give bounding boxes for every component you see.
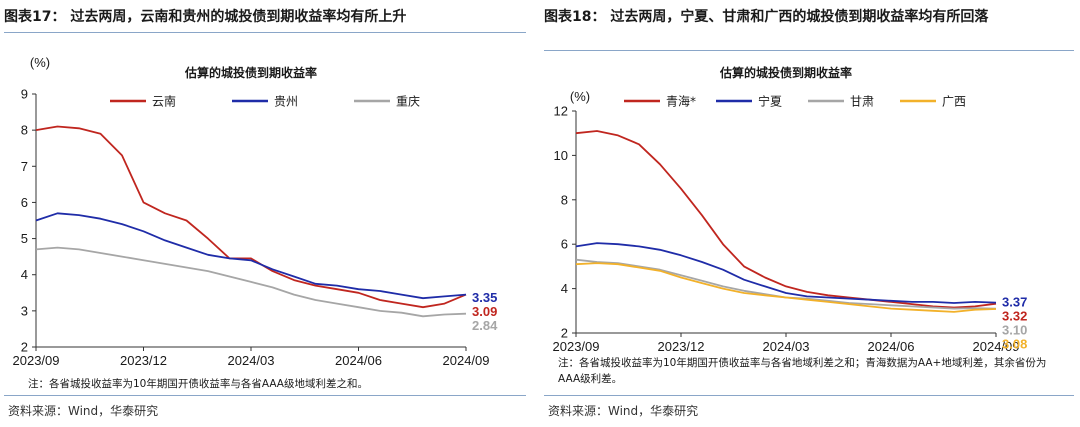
right-title-rule [544, 50, 1074, 51]
legend-label: 甘肃 [850, 95, 874, 109]
x-tick-label: 2024/03 [228, 353, 275, 368]
legend-label: 贵州 [274, 95, 298, 109]
x-tick-label: 2024/09 [443, 353, 490, 368]
series-end-label: 3.32 [1002, 309, 1027, 324]
right-source-text: 资料来源：Wind，华泰研究 [548, 404, 699, 418]
series-line [35, 246, 467, 318]
legend-label: 宁夏 [758, 94, 782, 109]
series-end-label: 2.84 [472, 318, 498, 333]
left-figure-panel: 图表17： 过去两周，云南和贵州的城投债到期收益率均有所上升 估算的城投债到期收… [0, 0, 530, 427]
legend-label: 云南 [152, 94, 176, 109]
series-end-label: 3.09 [472, 304, 497, 319]
y-tick-label: 8 [561, 192, 568, 207]
series-line [35, 212, 467, 300]
x-tick-label: 2024/09 [973, 339, 1020, 354]
y-tick-label: 5 [21, 231, 28, 246]
legend-label: 重庆 [396, 95, 420, 109]
y-tick-label: 4 [21, 267, 28, 282]
left-figure-title: 图表17： 过去两周，云南和贵州的城投债到期收益率均有所上升 [4, 9, 407, 25]
chart-title: 估算的城投债到期收益率 [719, 65, 852, 80]
legend-label: 青海* [666, 94, 696, 109]
y-tick-label: 10 [554, 148, 568, 163]
y-tick-label: 4 [561, 281, 568, 296]
x-tick-label: 2023/09 [553, 339, 600, 354]
left-title-rule [4, 32, 526, 33]
left-chart-note: 注：各省城投收益率为10年期国开债收益率与各省AAA级地域利差之和。 [28, 378, 368, 390]
y-axis-unit: (%) [570, 89, 590, 104]
series-line [575, 262, 997, 313]
series-end-label: 3.08 [1002, 337, 1027, 352]
series-end-label: 3.35 [472, 290, 497, 305]
x-tick-label: 2024/06 [868, 339, 915, 354]
y-tick-label: 7 [21, 159, 28, 174]
y-axis-unit: (%) [30, 55, 50, 70]
left-line-chart: 估算的城投债到期收益率 (%) 2 3 4 5 6 7 8 9 2023/09 2023/12 2024… [13, 55, 499, 368]
series-end-label: 3.37 [1002, 295, 1027, 310]
left-source-text: 资料来源：Wind，华泰研究 [8, 404, 159, 418]
y-tick-label: 6 [561, 237, 568, 252]
right-source-rule [544, 395, 1074, 396]
y-tick-label: 8 [21, 123, 28, 138]
y-tick-label: 3 [21, 303, 28, 318]
y-tick-label: 2 [561, 326, 568, 341]
y-tick-label: 12 [554, 104, 568, 119]
right-figure-panel: 图表18： 过去两周，宁夏、甘肃和广西的城投债到期收益率均有所回落 估算的城投债… [540, 0, 1080, 427]
right-line-chart: 估算的城投债到期收益率 (%) 2 4 6 8 10 12 2023/09 2023/12 2024… [553, 65, 1028, 354]
y-tick-label: 2 [21, 340, 28, 355]
x-tick-label: 2023/12 [658, 339, 705, 354]
x-tick-label: 2023/12 [120, 353, 167, 368]
x-tick-label: 2024/06 [335, 353, 382, 368]
y-tick-label: 9 [21, 87, 28, 102]
series-end-label: 3.10 [1002, 323, 1027, 338]
x-tick-label: 2024/03 [763, 339, 810, 354]
right-chart-note: 注：各省城投收益率为10年期国开债收益率与各省地域利差之和；青海数据为AA+地域… [558, 357, 1047, 385]
series-line [575, 130, 997, 309]
legend-label: 广西 [942, 95, 966, 109]
x-tick-label: 2023/09 [13, 353, 60, 368]
series-line [35, 125, 467, 309]
chart-title: 估算的城投债到期收益率 [184, 65, 317, 80]
left-source-rule [4, 395, 526, 396]
series-line [575, 242, 997, 304]
right-figure-title: 图表18： 过去两周，宁夏、甘肃和广西的城投债到期收益率均有所回落 [544, 9, 989, 25]
y-tick-label: 6 [21, 195, 28, 210]
